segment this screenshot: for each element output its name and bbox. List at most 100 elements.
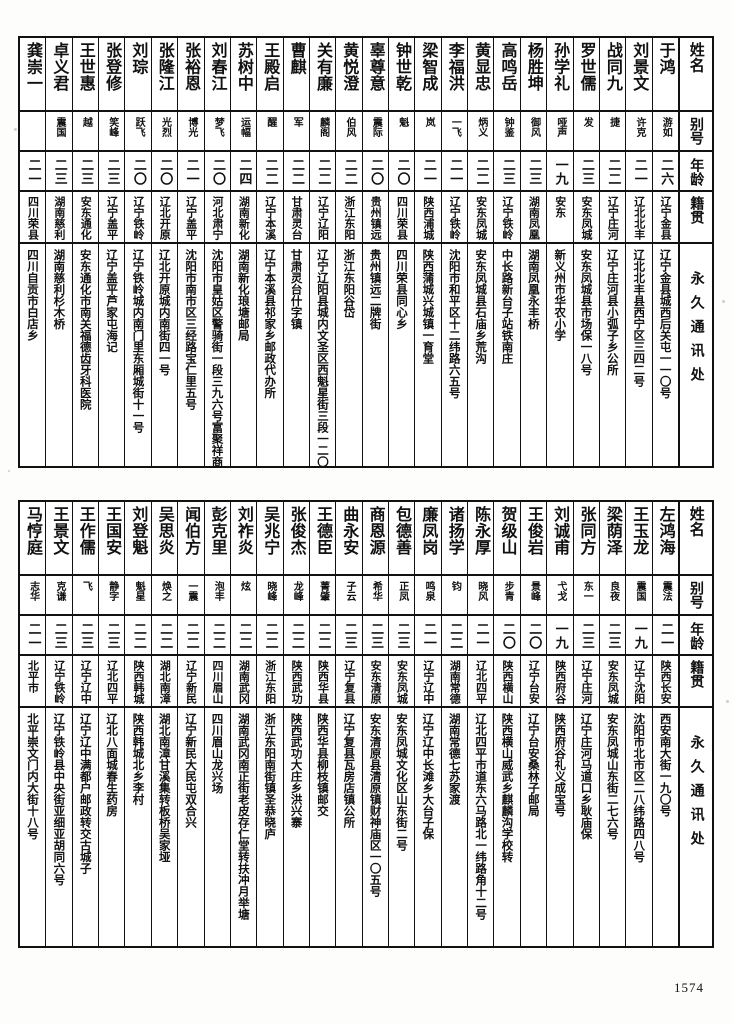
cell-text-age: 二〇: [157, 158, 173, 186]
cell-origin: 辽北北丰: [626, 190, 652, 242]
cell-address: 辽宁庄河县小弧子乡公所: [599, 242, 626, 466]
cell-origin: 四川眉山: [204, 654, 230, 706]
cell-alias: 发: [573, 110, 599, 150]
cell-alias: 志华: [20, 574, 46, 614]
cell-alias: 炳义: [468, 110, 494, 150]
roster-table-top: 龚崇一 二一 四川荣县 四川自贡市白店乡 卓义君 震国 二三 湖南慈利 湖南慈利杉木桥 王世惠越二…: [18, 36, 714, 468]
cell-name: 王玉龙: [626, 502, 651, 574]
cell-alias: 弋戈: [547, 574, 573, 614]
roster-column: 苏树中 运幅 二四 湖南新化 湖南新化琅塘邮局: [229, 38, 257, 466]
cell-age: 二一: [441, 150, 468, 190]
roster-column: 黄悦澄 伯风 二二 浙江东阳 浙江东阳谷岱: [335, 38, 362, 466]
cell-text-alias: 哑声: [554, 117, 566, 137]
cell-text-name: 贺级山: [498, 506, 518, 556]
cell-text-origin: 陕西长安: [659, 660, 673, 704]
roster-column: 闻伯方 一震 二二 辽宁新民 辽宁新民大民屯双合兴: [177, 502, 204, 946]
cell-address: 甘肃灵台什字镇: [283, 242, 309, 466]
cell-name: 罗世儒: [574, 38, 599, 110]
cell-address: 沈阳市南市区三经路宝仁里五号: [178, 242, 204, 466]
cell-text-age: 二三: [368, 622, 384, 650]
cell-text-name: 刘祚炎: [234, 506, 254, 556]
cell-text-name: 张登修: [103, 42, 123, 92]
cell-origin: 湖南凤凰: [520, 190, 547, 242]
cell-text-address: 湖南凤凰永丰桥: [526, 249, 541, 330]
cell-origin: 安东凤城: [573, 190, 599, 242]
cell-origin: 辽宁庄河: [573, 654, 599, 706]
cell-address: 湖南常德七苏家渡: [441, 706, 468, 946]
cell-name: 诸扬学: [442, 502, 467, 574]
roster-column: 曲永安 子云 二三 辽宁复县 辽宁复县瓦房店镇公所: [335, 502, 362, 946]
cell-text-alias: 魁星: [133, 581, 145, 601]
cell-text-name: 商恩源: [366, 506, 386, 556]
cell-origin: 湖南新化: [230, 190, 257, 242]
row-header-alias: 别号: [679, 574, 712, 614]
cell-age: 二一: [20, 150, 46, 190]
cell-address: 中长路新台子站铁南庄: [494, 242, 520, 466]
cell-text-age: 二一: [420, 622, 436, 650]
cell-text-alias: 伯风: [343, 117, 355, 137]
cell-age: 二二: [204, 614, 230, 654]
cell-text-origin: 河北肃宁: [211, 196, 225, 240]
cell-text-name: 陈永厚: [472, 506, 492, 556]
cell-alias: 东一: [573, 574, 599, 614]
cell-text-age: 二一: [25, 622, 41, 650]
cell-text-origin: 辽宁金县: [659, 196, 673, 240]
roster-column: 王世惠越二三 安东通化 安东通化市南关福德齿牙科医院: [71, 38, 99, 466]
cell-origin: 安东凤城: [389, 654, 415, 706]
cell-text-name: 黄悦澄: [340, 42, 360, 92]
cell-text-address: 沈阳市南市区三经路宝仁里五号: [184, 249, 199, 410]
cell-text-origin: 湖南凤凰: [527, 196, 541, 240]
cell-text-origin: 安东通化: [79, 196, 93, 240]
cell-text-age: 二二: [262, 622, 278, 650]
cell-text-alias: 震国: [633, 581, 645, 601]
cell-origin: 河北肃宁: [204, 190, 230, 242]
cell-text-alias: 震国: [54, 117, 66, 137]
row-header-label-origin: 籍贯: [688, 660, 705, 688]
cell-text-alias: 震法: [660, 581, 672, 601]
roster-column: 张登修 笑峰 二三 辽宁盖平 辽宁盖平芦家屯海记: [98, 38, 125, 466]
cell-address: 贵州镇远二牌街: [362, 242, 389, 466]
row-header-label-alias: 别号: [687, 581, 704, 609]
cell-alias: 跃飞: [125, 110, 151, 150]
cell-text-origin: 安东凤城: [580, 196, 594, 240]
cell-name: 钟世乾: [389, 38, 414, 110]
cell-alias: 军: [283, 110, 309, 150]
cell-address: 安东通化市南关福德齿牙科医院: [72, 242, 99, 466]
cell-address: 辽北北丰县西宁区三四二号: [626, 242, 652, 466]
cell-name: 张裕恩: [178, 38, 203, 110]
roster-column: 张隆江 光烈 二〇 辽北开原 辽北开原城内南街四一号: [150, 38, 178, 466]
cell-age: 二二: [125, 614, 151, 654]
cell-address: 辽宁金县城西后关屯一一〇号: [652, 242, 678, 466]
cell-text-origin: 辽宁盖平: [184, 196, 198, 240]
cell-text-age: 二二: [236, 622, 252, 650]
cell-alias: 晓峰: [257, 574, 283, 614]
cell-text-origin: 辽宁盖平: [105, 196, 119, 240]
cell-alias: 越: [72, 110, 99, 150]
cell-text-address: 湖南常德七苏家渡: [447, 713, 462, 805]
roster-column: 钟世乾魁二〇 四川荣县 四川荣县同心乡: [388, 38, 415, 466]
cell-text-alias: 步青: [502, 581, 514, 601]
cell-address: 辽宁铁岭县中央街亚细亚胡同六号: [46, 706, 72, 946]
roster-column: 张裕恩 博光 二一 辽宁盖平 沈阳市南市区三经路宝仁里五号: [177, 38, 204, 466]
cell-text-name: 龚崇一: [23, 42, 43, 92]
cell-name: 战同九: [600, 38, 625, 110]
cell-address: 四川荣县同心乡: [389, 242, 415, 466]
roster-column: 孙学礼 哑声 一九 安东 新义州市华农小学: [546, 38, 573, 466]
cell-address: 沈阳市皇姑区警骑街一段三九六号富聚祥商店: [204, 242, 230, 466]
cell-text-address: 安东凤城县石庙乡荒沟: [474, 249, 489, 364]
roster-column: 王景文 克谦 二三 辽宁铁岭 辽宁铁岭县中央街亚细亚胡同六号: [45, 502, 72, 946]
cell-text-age: 一九: [552, 158, 568, 186]
cell-text-age: 二一: [447, 158, 463, 186]
cell-text-alias: 景峰: [528, 581, 540, 601]
cell-text-alias: 静字: [106, 581, 118, 601]
cell-origin: 辽宁本溪: [257, 190, 283, 242]
cell-alias: 御风: [520, 110, 547, 150]
roster-column: 陈永厚 晓风 二一 辽北四平 辽北四平市道东六马路北一纬路角十二号: [467, 502, 494, 946]
cell-alias: 运幅: [230, 110, 257, 150]
cell-text-age: 二二: [183, 622, 199, 650]
cell-text-origin: 辽宁铁岭: [500, 196, 514, 240]
cell-text-age: 二〇: [368, 158, 384, 186]
cell-age: 二二: [309, 614, 336, 654]
cell-text-age: 二二: [473, 158, 489, 186]
row-header-name: 姓名: [680, 502, 712, 574]
